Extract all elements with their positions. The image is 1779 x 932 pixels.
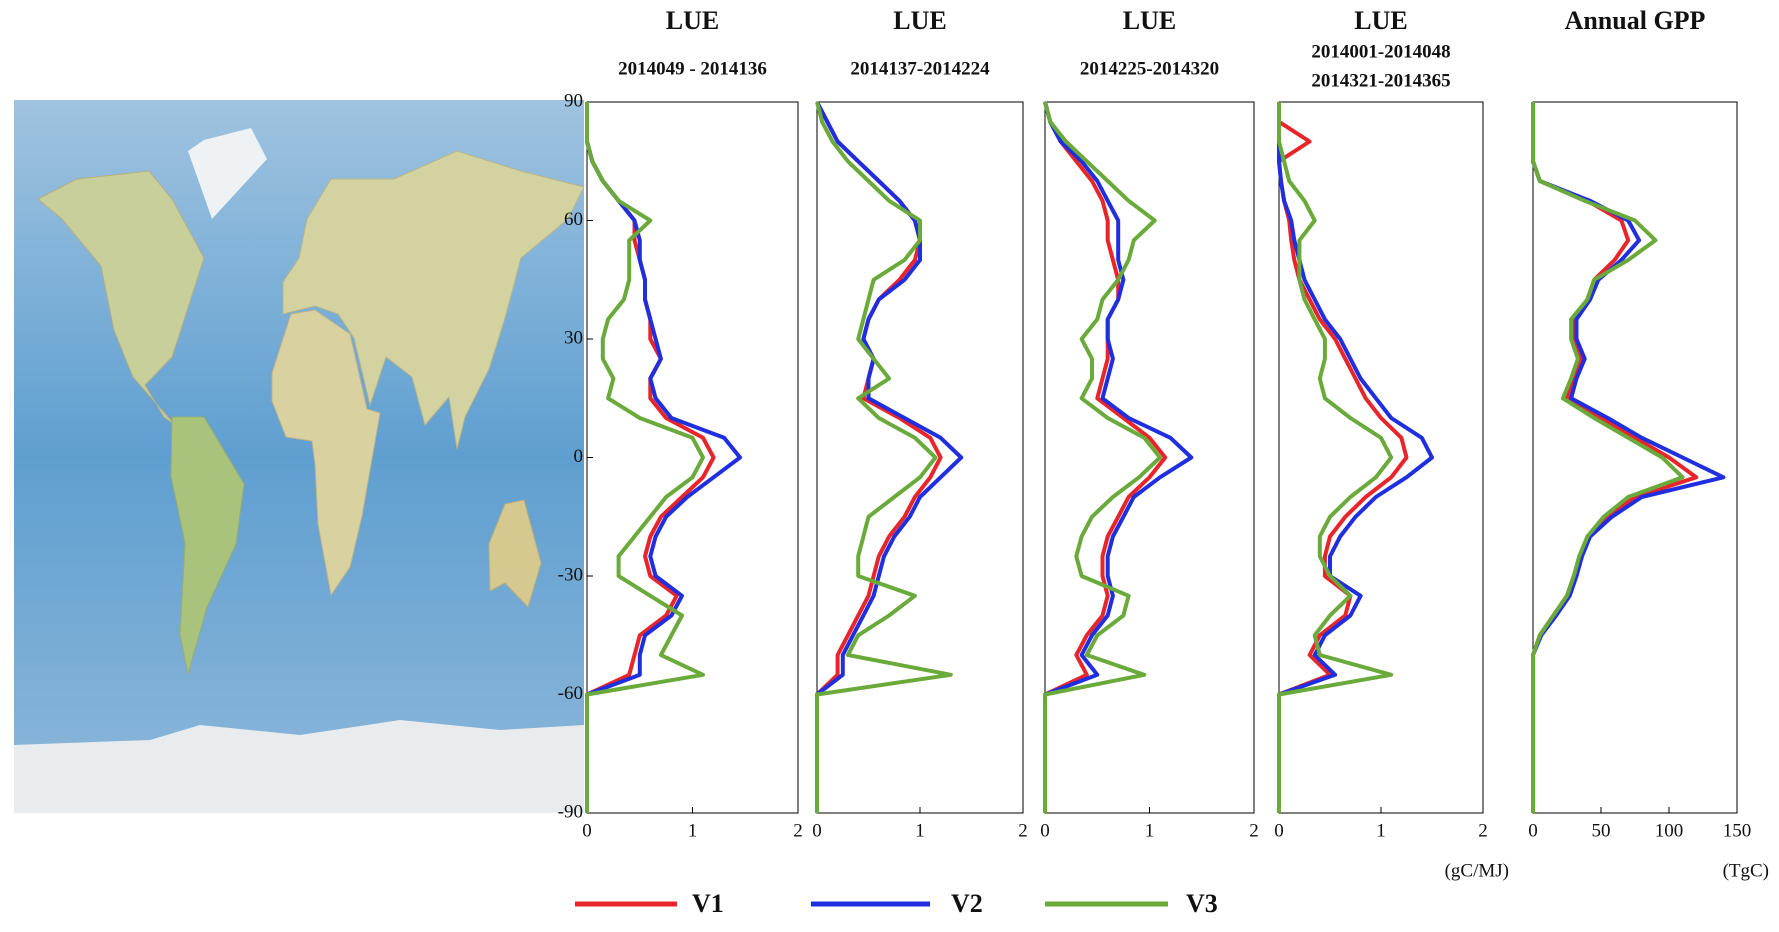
australia (488, 499, 542, 608)
x-tick-label: 2 (1018, 820, 1028, 841)
plot-frame (1532, 101, 1738, 814)
plot-frame (1044, 101, 1255, 814)
x-axis-label: (gC/MJ) (1445, 860, 1509, 881)
x-tick-label: 150 (1723, 820, 1752, 841)
south-america (170, 416, 245, 675)
y-tick-label: -60 (558, 683, 583, 704)
legend-label: V2 (951, 889, 983, 918)
world-map (14, 100, 585, 813)
x-tick-label: 0 (582, 820, 592, 841)
chart-subtitle: 2014321-2014365 (1311, 70, 1450, 91)
series-line (585, 102, 705, 813)
series-line (1043, 101, 1162, 813)
antarctica (14, 720, 584, 813)
y-tick-label: 0 (574, 446, 584, 467)
y-tick-label: 60 (564, 209, 583, 230)
y-tick-label: 90 (564, 90, 583, 111)
x-tick-label: 2 (793, 820, 803, 841)
eurasia (282, 150, 585, 450)
chart-subtitle: 2014001-2014048 (1311, 41, 1450, 62)
chart-title: Annual GPP (1565, 6, 1706, 35)
plot-frame (586, 101, 799, 814)
x-tick-label: 1 (915, 820, 925, 841)
x-tick-label: 2 (1478, 820, 1488, 841)
series-line (1277, 102, 1394, 813)
x-tick-label: 100 (1655, 820, 1684, 841)
plot-frame (816, 101, 1024, 814)
chart-subtitle: 2014137-2014224 (850, 58, 990, 79)
chart-subtitle: 2014225-2014320 (1080, 58, 1219, 79)
greenland (188, 128, 267, 219)
legend-label: V1 (692, 889, 724, 918)
x-tick-label: 0 (1040, 820, 1050, 841)
chart-title: LUE (1354, 6, 1407, 35)
legend-label: V3 (1186, 889, 1218, 918)
chart-subtitle: 2014049 - 2014136 (618, 58, 767, 79)
y-tick-label: 30 (564, 327, 583, 348)
x-tick-label: 2 (1249, 820, 1259, 841)
x-tick-label: 0 (1274, 820, 1284, 841)
x-tick-label: 1 (1376, 820, 1386, 841)
y-tick-label: -90 (558, 801, 583, 822)
x-axis-label: (TgC) (1723, 860, 1769, 881)
x-tick-label: 0 (1528, 820, 1538, 841)
chart-title: LUE (893, 6, 946, 35)
series-line (1531, 102, 1685, 813)
africa (271, 309, 381, 597)
series-line (815, 101, 953, 813)
y-tick-label: -30 (558, 564, 583, 585)
x-tick-label: 0 (812, 820, 822, 841)
x-tick-label: 1 (1145, 820, 1155, 841)
x-tick-label: 50 (1592, 820, 1611, 841)
x-tick-label: 1 (688, 820, 698, 841)
north-america (37, 170, 205, 426)
chart-title: LUE (666, 6, 719, 35)
chart-title: LUE (1123, 6, 1176, 35)
